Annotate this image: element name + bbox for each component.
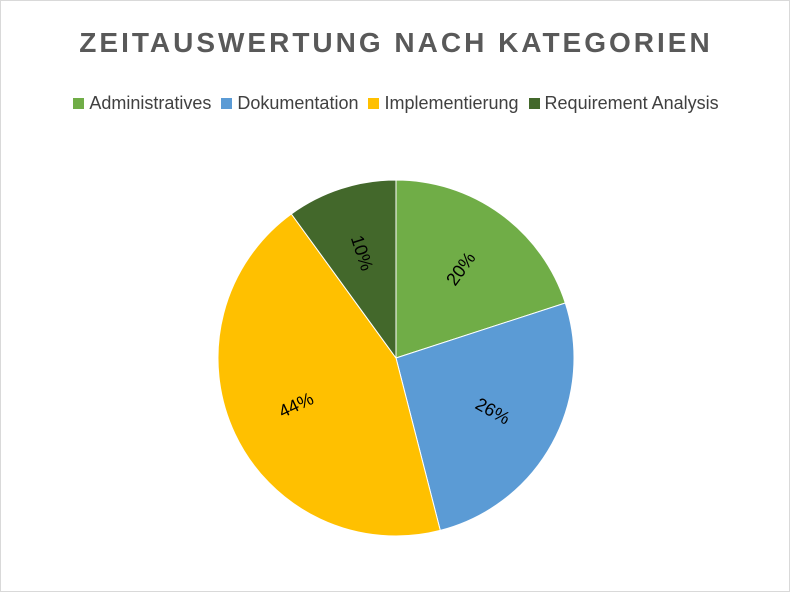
legend-label-requirement-analysis: Requirement Analysis [544, 93, 719, 113]
legend-swatch-implementierung [368, 98, 380, 109]
legend: Administratives Dokumentation Implementi… [1, 93, 790, 114]
legend-item-implementierung: Implementierung [368, 93, 519, 114]
legend-swatch-dokumentation [221, 98, 233, 109]
chart-title: ZEITAUSWERTUNG NACH KATEGORIEN [79, 27, 713, 58]
legend-swatch-administratives [73, 98, 85, 109]
legend-label-dokumentation: Dokumentation [237, 93, 359, 113]
pie-slice-administratives [395, 179, 566, 359]
legend-item-dokumentation: Dokumentation [221, 93, 358, 114]
legend-label-administratives: Administratives [89, 93, 212, 113]
legend-item-requirement-analysis: Requirement Analysis [528, 93, 719, 114]
legend-label-implementierung: Implementierung [384, 93, 519, 113]
pie-slice-requirement-analysis [290, 179, 397, 360]
pie-slice-dokumentation [395, 302, 575, 532]
pie-slice-implementierung [217, 213, 441, 537]
legend-swatch-requirement-analysis [528, 98, 540, 109]
legend-item-administratives: Administratives [73, 93, 211, 114]
